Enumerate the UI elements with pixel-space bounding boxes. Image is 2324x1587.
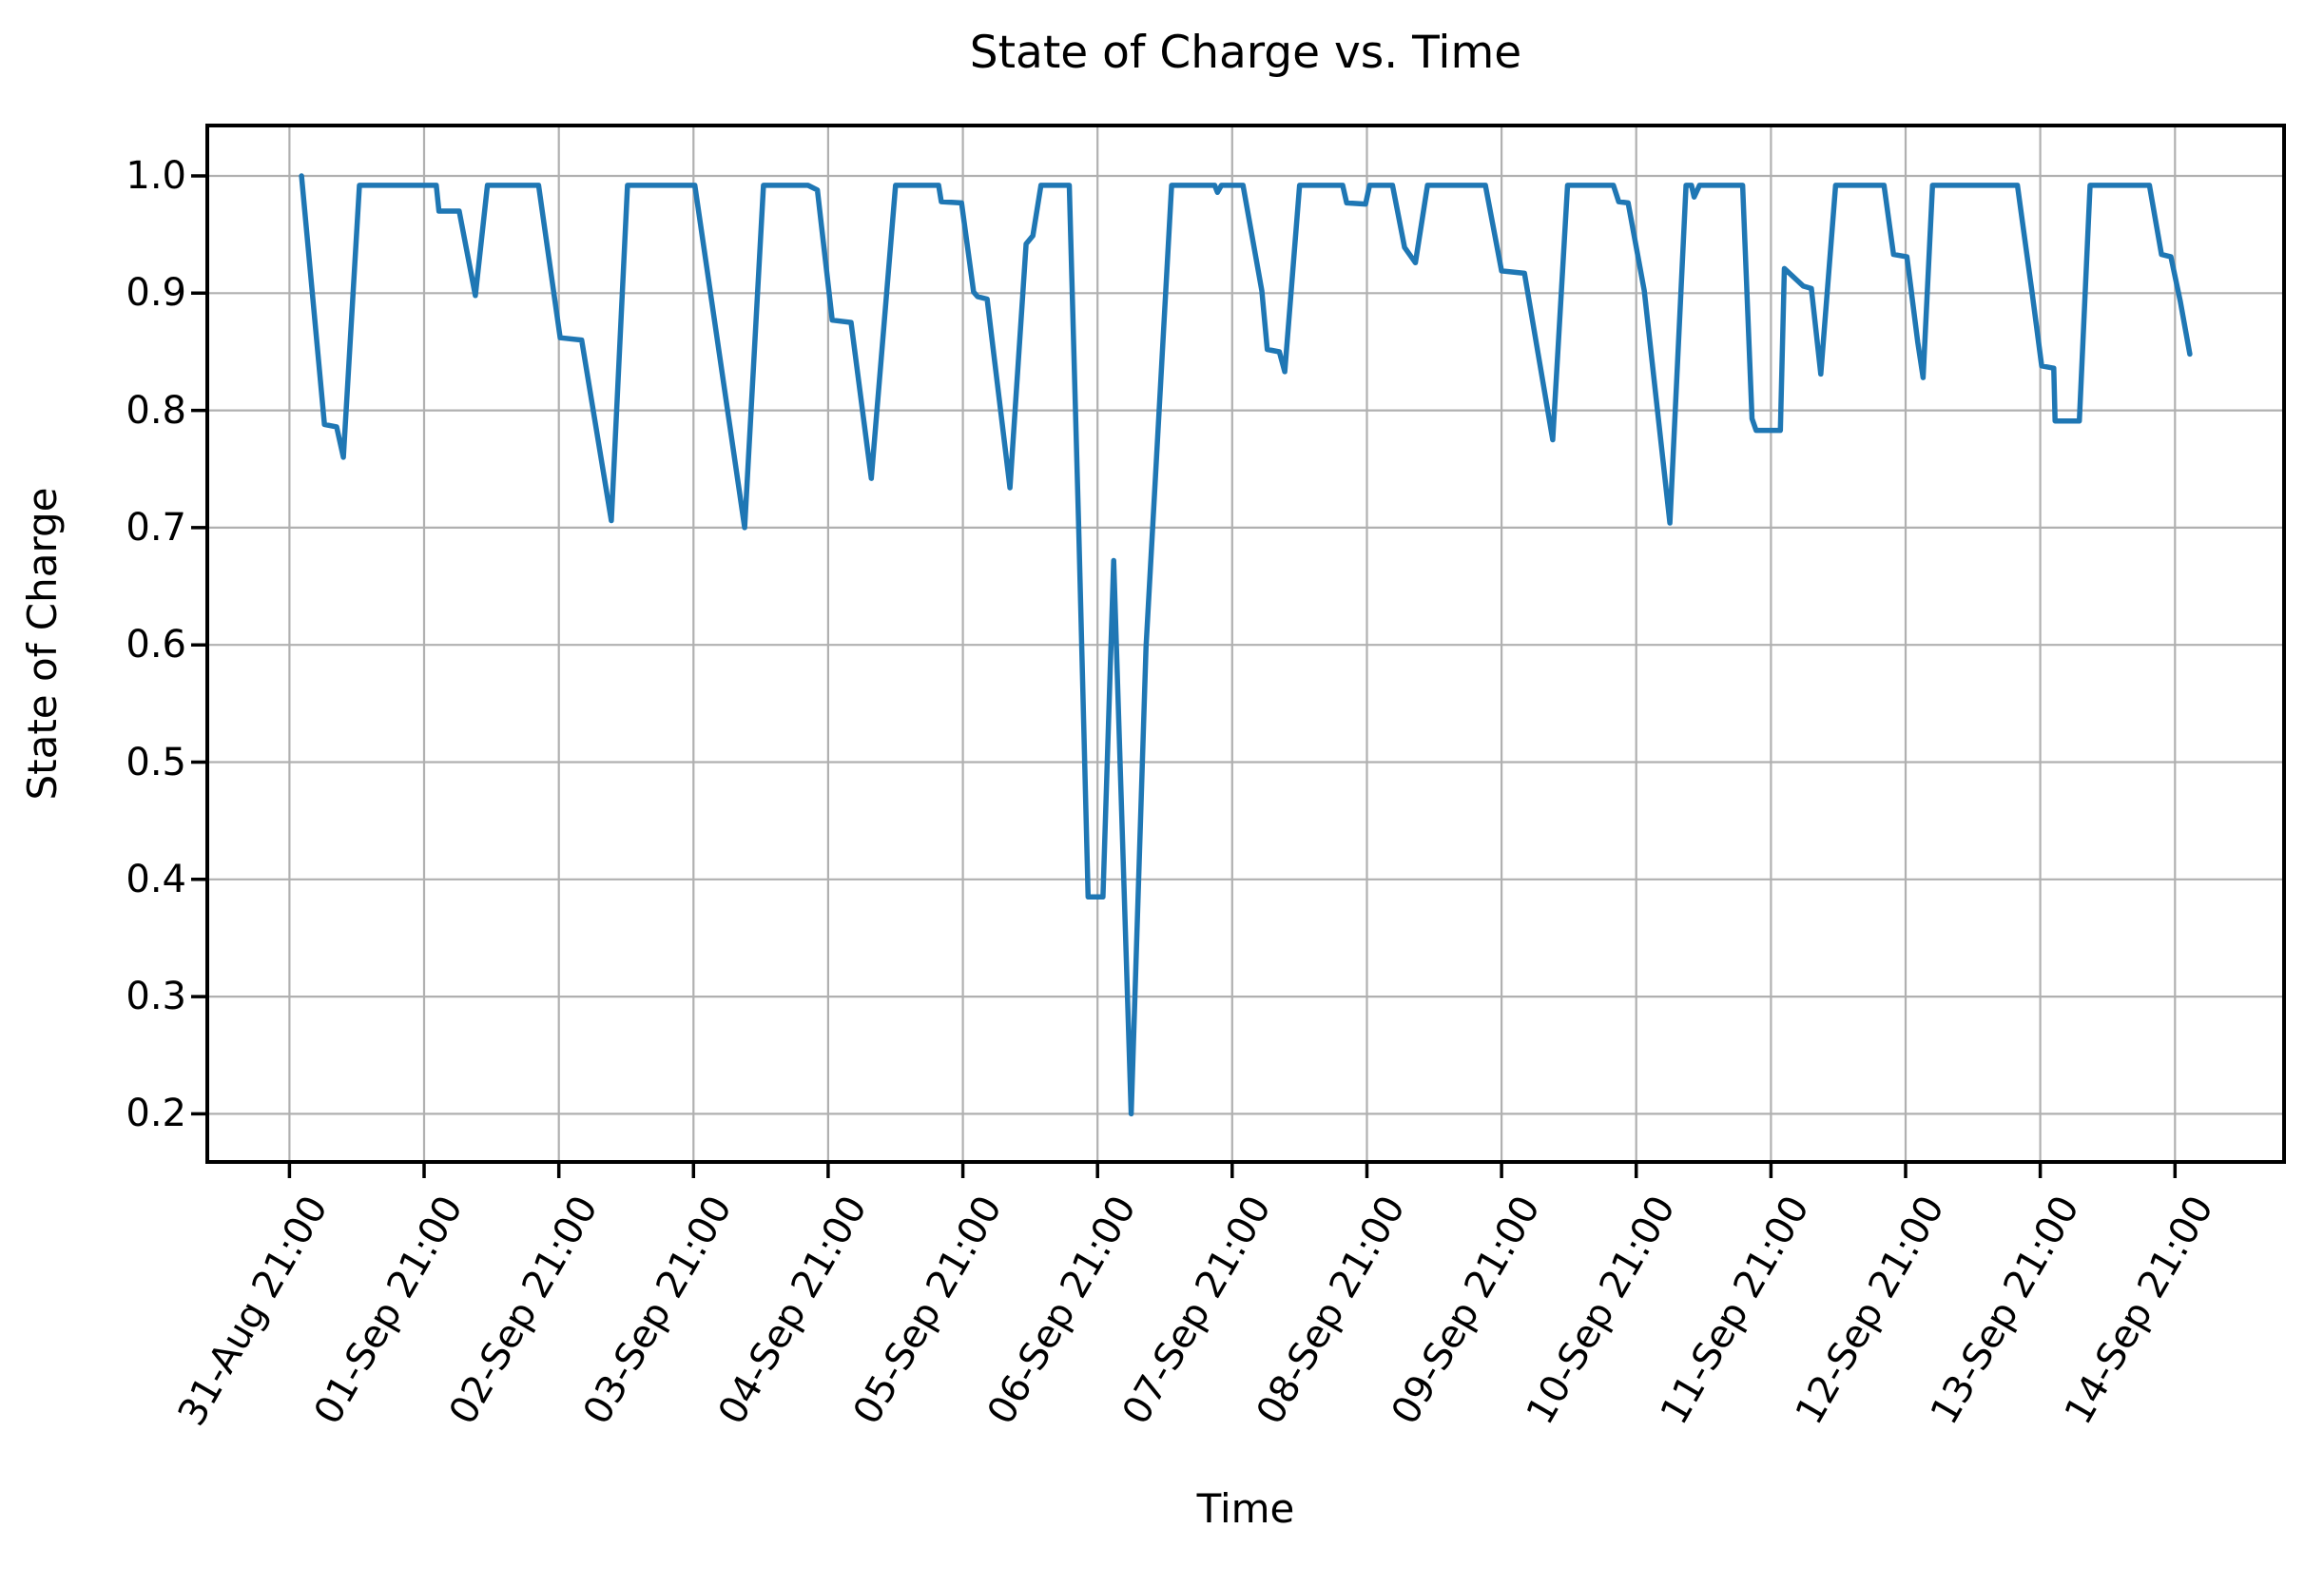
y-tick-label: 0.6 xyxy=(126,623,186,668)
y-tick-label: 0.9 xyxy=(126,271,186,316)
y-tick-label: 0.4 xyxy=(126,857,186,901)
chart-title: State of Charge vs. Time xyxy=(969,27,1522,79)
y-tick-label: 0.8 xyxy=(126,388,186,433)
y-tick-label: 0.2 xyxy=(126,1092,186,1136)
soc-line xyxy=(299,173,2193,1117)
y-tick-label: 1.0 xyxy=(126,154,186,199)
y-tick-label: 0.5 xyxy=(126,740,186,784)
y-axis-label: State of Charge xyxy=(19,487,66,801)
plot-border xyxy=(205,124,2286,1164)
y-tick-label: 0.7 xyxy=(126,505,186,550)
x-axis-label: Time xyxy=(1196,1485,1295,1532)
y-tick-label: 0.3 xyxy=(126,975,186,1019)
